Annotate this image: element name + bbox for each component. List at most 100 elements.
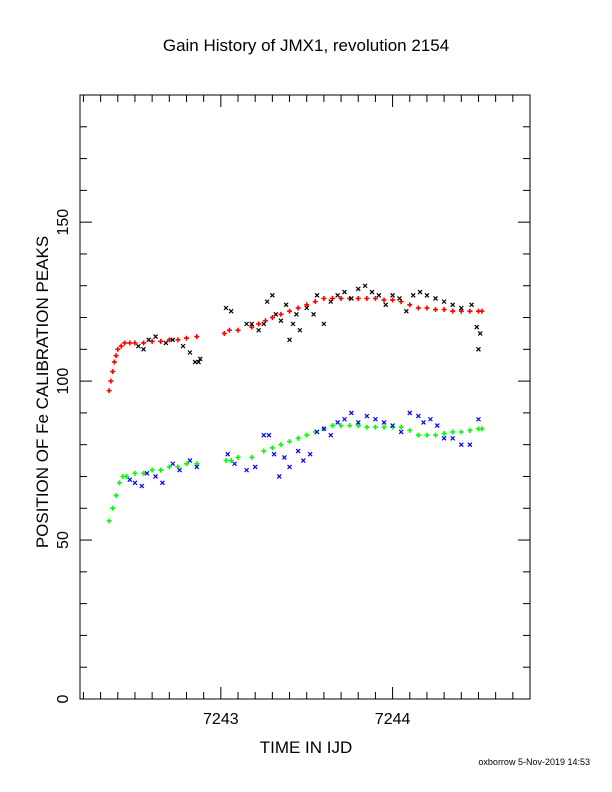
cross-stroke — [441, 435, 447, 441]
cross-stroke — [433, 296, 438, 301]
data-point-series-3 — [415, 432, 421, 438]
cross-stroke — [170, 337, 176, 343]
data-point-series-3 — [158, 467, 164, 473]
axis-ticks: 0 50 100 150 7243 7244 — [55, 94, 531, 728]
cross-stroke — [335, 420, 341, 425]
cross-stroke — [458, 442, 464, 448]
data-point-series-3 — [113, 493, 119, 499]
cross-stroke — [127, 477, 133, 483]
data-point-series-3 — [381, 424, 387, 430]
cross-stroke — [223, 305, 229, 311]
data-point-series-4 — [271, 451, 277, 457]
data-point-series-1 — [278, 311, 284, 317]
data-point-series-3 — [141, 470, 147, 476]
data-point-series-4 — [252, 464, 258, 470]
data-point-series-2 — [269, 292, 275, 298]
data-point-series-1 — [372, 295, 378, 301]
data-point-series-1 — [479, 308, 485, 314]
cross-stroke — [271, 451, 277, 457]
data-point-series-4 — [300, 458, 306, 464]
data-point-series-4 — [232, 461, 238, 467]
footer-stamp: oxborrow 5-Nov-2019 14:53 — [478, 757, 590, 767]
data-point-series-2 — [228, 308, 234, 314]
data-point-series-2 — [348, 296, 354, 301]
data-point-series-3 — [261, 448, 267, 454]
data-point-series-3 — [329, 423, 335, 429]
data-point-series-1 — [226, 327, 232, 333]
data-point-series-1 — [249, 324, 255, 330]
data-point-series-4 — [372, 416, 378, 422]
data-point-series-3 — [450, 429, 456, 435]
cross-stroke — [287, 464, 292, 470]
data-point-series-1 — [132, 340, 138, 346]
data-point-series-4 — [177, 467, 183, 473]
cross-stroke — [477, 330, 483, 336]
cross-stroke — [264, 299, 270, 305]
data-point-series-1 — [415, 305, 421, 311]
data-point-series-4 — [187, 458, 193, 464]
data-point-series-2 — [441, 299, 447, 305]
cross-stroke — [376, 292, 382, 298]
data-point-series-4 — [364, 413, 370, 419]
cross-stroke — [244, 467, 250, 473]
data-point-series-1 — [355, 295, 361, 301]
cross-stroke — [252, 464, 258, 470]
data-point-series-4 — [276, 474, 282, 479]
data-point-series-1 — [433, 307, 439, 313]
data-point-series-2 — [342, 289, 347, 295]
data-point-series-3 — [355, 423, 361, 429]
data-point-series-3 — [424, 432, 430, 438]
cross-stroke — [348, 410, 354, 416]
data-point-series-4 — [127, 477, 133, 483]
data-point-series-4 — [266, 432, 272, 438]
cross-stroke — [458, 305, 464, 311]
cross-stroke — [321, 426, 327, 432]
data-point-series-3 — [249, 454, 255, 460]
cross-stroke — [390, 292, 396, 298]
cross-stroke — [427, 416, 433, 422]
cross-stroke — [434, 423, 440, 429]
data-point-series-1 — [256, 321, 262, 327]
data-point-series-3 — [123, 473, 129, 479]
data-point-series-2 — [197, 356, 203, 362]
cross-stroke — [293, 311, 299, 317]
cross-stroke — [290, 321, 296, 327]
data-point-series-2 — [476, 346, 481, 352]
cross-stroke — [321, 321, 327, 327]
cross-stroke — [269, 292, 275, 298]
data-point-series-1 — [141, 340, 147, 346]
data-point-series-1 — [127, 340, 133, 346]
cross-stroke — [450, 302, 456, 308]
data-point-series-3 — [295, 435, 301, 441]
data-point-series-2 — [287, 337, 292, 343]
cross-stroke — [314, 292, 320, 298]
data-point-series-3 — [372, 424, 378, 430]
data-point-series-4 — [328, 432, 334, 438]
data-point-series-4 — [434, 423, 440, 429]
data-point-series-2 — [304, 305, 310, 311]
cross-stroke — [153, 474, 158, 479]
data-point-series-3 — [117, 480, 123, 486]
cross-stroke — [144, 470, 150, 476]
cross-stroke — [342, 289, 347, 295]
y-tick-label: 150 — [55, 209, 72, 236]
data-point-series-4 — [144, 470, 150, 476]
data-point-series-4 — [160, 480, 165, 486]
cross-stroke — [170, 461, 176, 467]
data-point-series-1 — [111, 359, 117, 365]
data-point-series-3 — [398, 424, 404, 430]
cross-stroke — [476, 416, 481, 422]
data-point-series-3 — [149, 467, 155, 473]
cross-stroke — [163, 340, 169, 346]
data-point-series-2 — [328, 299, 334, 305]
cross-stroke — [328, 299, 334, 305]
data-point-series-4 — [153, 474, 158, 479]
cross-stroke — [421, 420, 426, 425]
data-point-series-4 — [132, 480, 138, 486]
data-point-series-2 — [469, 302, 475, 308]
cross-stroke — [381, 420, 387, 425]
data-point-series-4 — [390, 423, 396, 429]
cross-stroke — [139, 483, 145, 489]
cross-stroke — [266, 432, 272, 438]
cross-stroke — [261, 432, 267, 438]
